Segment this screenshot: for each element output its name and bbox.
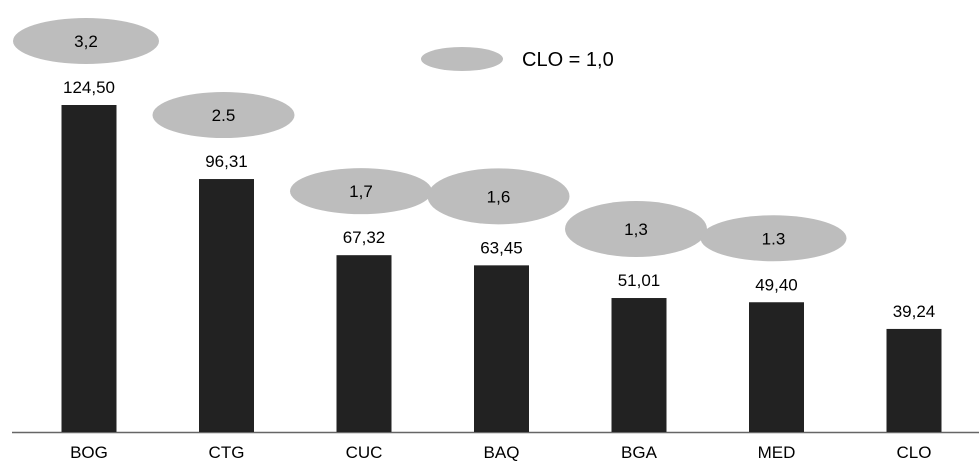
ratio-label-ctg: 2.5 xyxy=(212,106,236,125)
x-tick-label-bog: BOG xyxy=(70,443,108,462)
ratio-bubble-baq xyxy=(427,168,570,225)
value-label-ctg: 96,31 xyxy=(205,152,248,171)
ratio-bubble-cuc xyxy=(290,168,432,215)
bar-cuc xyxy=(336,255,392,432)
ratio-bubble-med xyxy=(700,215,847,262)
x-tick-label-clo: CLO xyxy=(897,443,932,462)
bar-bog xyxy=(61,105,117,432)
ratio-label-cuc: 1,7 xyxy=(349,182,373,201)
x-tick-label-baq: BAQ xyxy=(484,443,520,462)
ratio-label-bga: 1,3 xyxy=(624,220,648,239)
legend-label: CLO = 1,0 xyxy=(522,49,614,71)
bar-ctg xyxy=(199,179,254,432)
x-tick-label-ctg: CTG xyxy=(209,443,245,462)
x-tick-label-bga: BGA xyxy=(621,443,658,462)
value-label-cuc: 67,32 xyxy=(343,228,386,247)
x-tick-label-med: MED xyxy=(758,443,796,462)
ratio-label-bog: 3,2 xyxy=(74,32,98,51)
value-label-bog: 124,50 xyxy=(63,78,115,97)
ratio-bubble-ctg xyxy=(152,92,295,139)
bar-baq xyxy=(474,265,529,432)
value-label-clo: 39,24 xyxy=(893,302,936,321)
bar-bga xyxy=(611,298,667,432)
value-label-bga: 51,01 xyxy=(618,271,661,290)
bar-med xyxy=(749,302,804,432)
ratio-bubble-bga xyxy=(565,201,707,258)
value-label-med: 49,40 xyxy=(755,275,798,294)
ratio-label-baq: 1,6 xyxy=(487,187,511,206)
legend-bubble-swatch xyxy=(421,47,503,71)
ratio-bubble-bog xyxy=(13,18,159,64)
bar-clo xyxy=(886,328,942,432)
ratio-label-med: 1.3 xyxy=(762,229,786,248)
value-label-baq: 63,45 xyxy=(480,238,523,257)
x-tick-label-cuc: CUC xyxy=(346,443,383,462)
